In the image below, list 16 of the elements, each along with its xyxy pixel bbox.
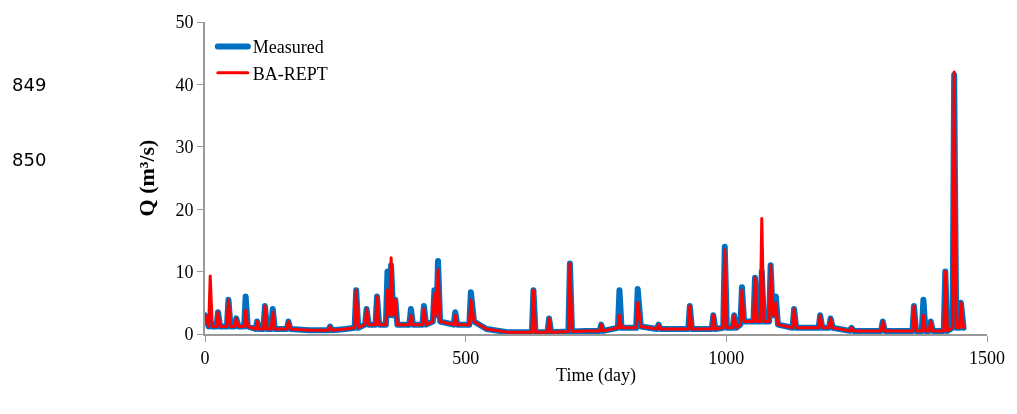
legend-label: Measured <box>252 37 324 58</box>
y-tick-label: 20 <box>175 199 194 220</box>
y-tick-label: 0 <box>184 324 194 345</box>
y-tick-label: 50 <box>175 12 194 33</box>
legend-label: BA-REPT <box>252 63 328 84</box>
x-tick-label: 500 <box>452 347 480 368</box>
x-tick-label: 0 <box>200 347 210 368</box>
y-tick-label: 40 <box>175 74 194 95</box>
y-axis-title: Q (m³/s) <box>133 139 159 217</box>
x-axis-title: Time (day) <box>556 365 636 387</box>
text: 849 <box>12 74 47 95</box>
y-tick-label: 30 <box>175 137 194 158</box>
text: 850 <box>12 149 47 170</box>
y-tick-label: 10 <box>175 261 194 282</box>
x-tick-label: 1500 <box>969 347 1005 368</box>
x-tick-label: 1000 <box>708 347 745 368</box>
